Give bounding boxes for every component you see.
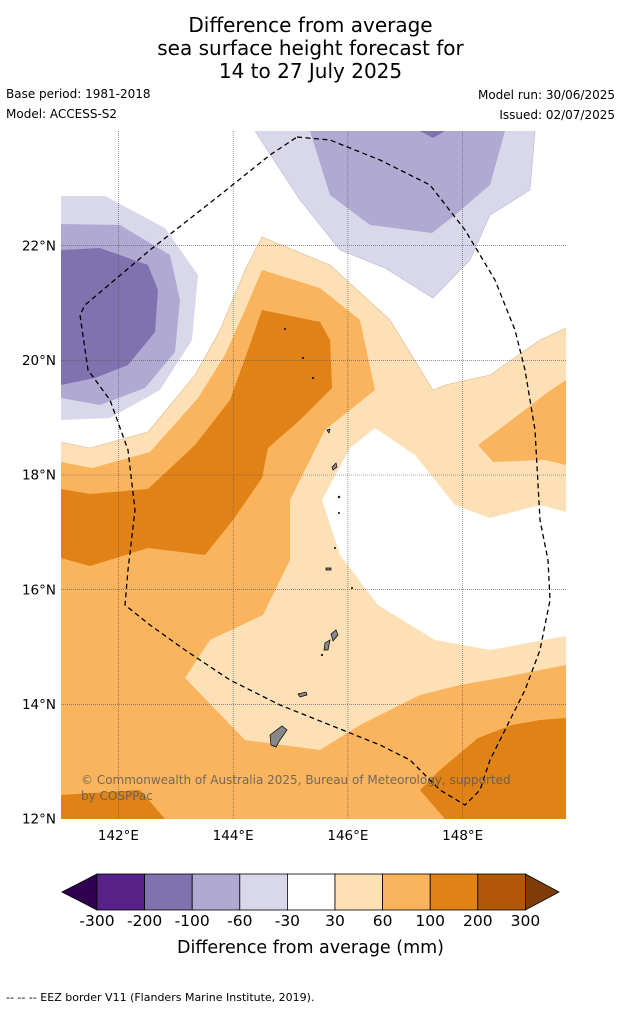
gridlines	[61, 131, 566, 819]
contour-fields	[61, 131, 566, 819]
base-period-label: Base period: 1981-2018	[6, 87, 151, 101]
model-run-label: Model run: 30/06/2025	[477, 88, 615, 102]
lat-label-14n: 14°N	[22, 697, 56, 713]
island-saipan	[330, 629, 339, 642]
colorbar-tick-30: 30	[325, 912, 345, 930]
island-aguijan	[320, 653, 324, 657]
eez-legend-footer: -- -- -- EEZ border V11 (Flanders Marine…	[6, 991, 315, 1004]
lat-label-20n: 20°N	[22, 353, 56, 369]
copyright-line-1: © Commonwealth of Australia 2025, Bureau…	[81, 773, 511, 787]
lon-label-144e: 144°E	[213, 828, 254, 844]
lat-label-22n: 22°N	[22, 239, 56, 255]
mariana-islands	[269, 327, 354, 748]
colorbar-swatch-5	[286, 873, 336, 911]
lon-label-148e: 148°E	[442, 828, 483, 844]
lon-label-146e: 146°E	[327, 828, 368, 844]
island-guam	[269, 725, 288, 748]
lat-label-18n: 18°N	[22, 468, 56, 484]
colorbar-swatch-2	[144, 873, 193, 911]
contour-neg-100-top	[420, 131, 445, 138]
title-line-2: sea surface height forecast for	[157, 36, 464, 60]
colorbar-swatch-4	[239, 873, 288, 911]
island-sarigan	[333, 546, 337, 550]
island-maug	[301, 356, 305, 360]
island-rota	[297, 691, 308, 698]
colorbar-tick-300: 300	[510, 912, 541, 930]
colorbar-extend-low	[61, 873, 98, 911]
colorbar-tick-200: 200	[463, 912, 493, 930]
island-asuncion	[311, 376, 315, 380]
colorbar-swatch-8	[429, 873, 479, 911]
colorbar-tick-100: 100	[415, 912, 445, 930]
island-uracas	[283, 327, 287, 331]
colorbar-tick-60: 60	[372, 912, 393, 930]
lon-label-142e: 142°E	[98, 828, 139, 844]
colorbar-swatch-1	[96, 873, 145, 911]
colorbar-tick-neg60: -60	[227, 912, 253, 930]
contour-pos-100-sw	[61, 790, 165, 819]
contour-pos-60-east	[478, 380, 566, 465]
issued-label: Issued: 02/07/2025	[499, 108, 615, 122]
map-title: Difference from average sea surface heig…	[0, 14, 621, 83]
colorbar-swatch-6	[334, 873, 383, 911]
colorbar-tick-neg30: -30	[274, 912, 301, 930]
colorbar-swatch-7	[382, 873, 431, 911]
contour-pos-100-south	[420, 718, 566, 819]
island-pagan	[331, 462, 338, 471]
island-anatahan	[325, 567, 332, 571]
model-label: Model: ACCESS-S2	[6, 107, 118, 121]
colorbar-title: Difference from average (mm)	[176, 938, 445, 958]
title-line-3: 14 to 27 July 2025	[218, 59, 403, 83]
colorbar-tick-neg100: -100	[174, 912, 210, 930]
colorbar-extend-high	[525, 873, 560, 911]
lat-label-16n: 16°N	[22, 582, 56, 598]
island-farallon	[350, 586, 354, 590]
island-guguan	[337, 511, 341, 515]
eez-border	[79, 136, 551, 806]
copyright-line-2: by COSPPac	[81, 789, 153, 803]
colorbar	[61, 873, 560, 911]
colorbar-tick-neg200: -200	[127, 912, 163, 930]
island-alamagan	[337, 495, 341, 499]
island-tinian	[323, 639, 331, 651]
colorbar-swatch-9	[477, 873, 526, 911]
contour-pos-60	[61, 270, 566, 819]
contour-pos-100	[61, 310, 332, 566]
title-line-1: Difference from average	[188, 13, 433, 37]
island-agrihan	[326, 428, 331, 434]
contour-neg-60	[310, 131, 505, 233]
colorbar-tick-neg300: -300	[79, 912, 115, 930]
lat-label-12n: 12°N	[22, 812, 56, 828]
colorbar-swatch-3	[191, 873, 241, 911]
